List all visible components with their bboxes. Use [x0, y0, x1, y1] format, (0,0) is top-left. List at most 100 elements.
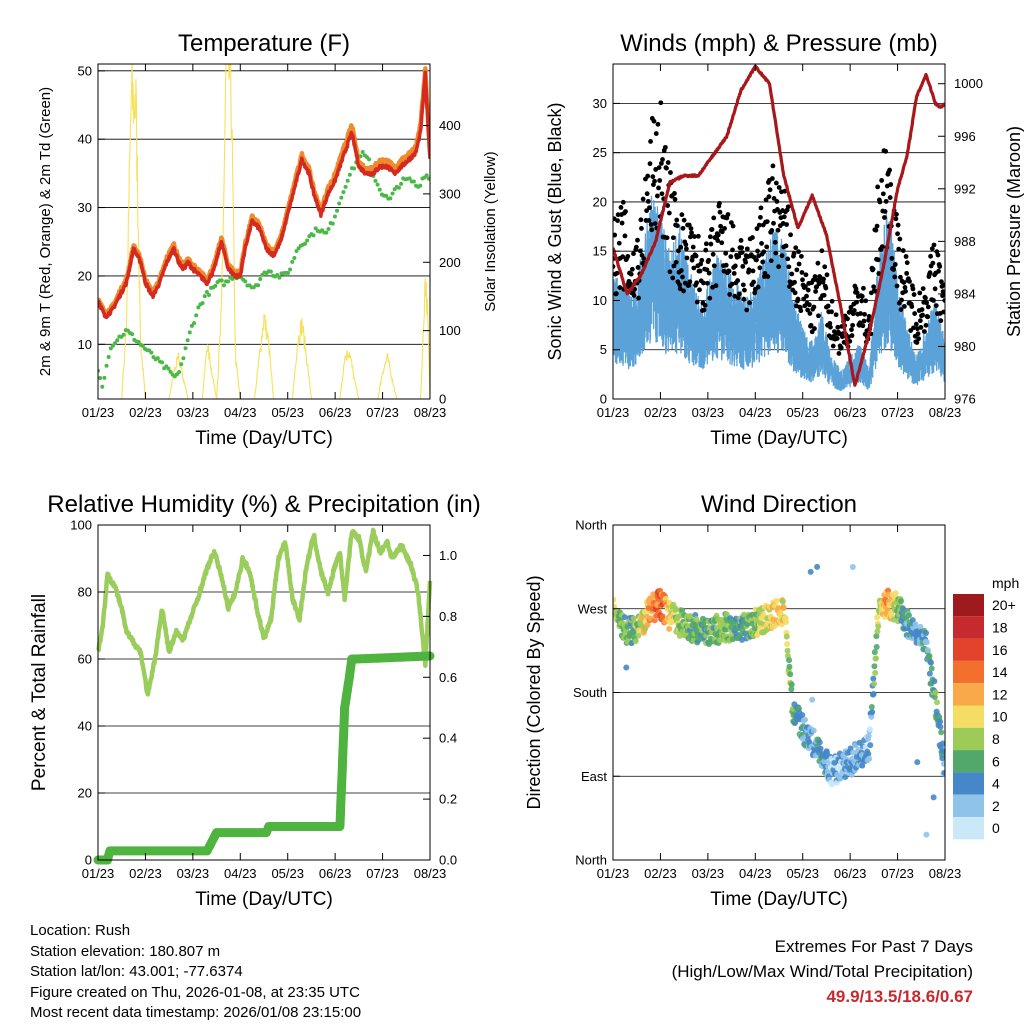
gust-point [703, 247, 709, 253]
dewpoint-point [343, 184, 348, 189]
y2-tick-label: 996 [954, 129, 976, 144]
gust-point [834, 336, 840, 341]
direction-point [859, 762, 866, 769]
gust-point [822, 264, 828, 270]
x-tick-label: 01/23 [82, 866, 115, 881]
direction-point [630, 615, 637, 622]
gust-point [829, 298, 835, 304]
dewpoint-point [113, 341, 118, 346]
y-tick-label: 5 [600, 342, 607, 357]
direction-point [870, 675, 877, 682]
gust-point [798, 308, 804, 314]
dewpoint-point [98, 375, 103, 380]
y-tick-label: 50 [78, 63, 92, 78]
direction-point [779, 598, 786, 605]
direction-point [934, 699, 941, 706]
gust-point [895, 222, 901, 228]
dewpoint-point [341, 190, 346, 195]
y2-tick-label: 980 [954, 339, 976, 354]
solar-line [98, 64, 430, 399]
gust-point [670, 275, 676, 281]
gust-point [614, 291, 619, 296]
gust-point [764, 244, 770, 250]
x-tick-label: 01/23 [597, 866, 630, 881]
gust-point [655, 121, 661, 127]
gust-point [835, 324, 841, 330]
gust-point [672, 196, 678, 202]
gust-point [895, 231, 900, 237]
direction-point [623, 664, 630, 671]
gust-point [656, 185, 661, 191]
direction-point [866, 755, 873, 762]
y-tick-label: 10 [78, 337, 92, 352]
gust-point [651, 118, 657, 124]
gust-point [684, 255, 690, 261]
gust-point [900, 248, 906, 253]
gust-point [893, 216, 899, 222]
gust-point [709, 227, 715, 232]
direction-point [914, 759, 921, 766]
gust-point [770, 163, 776, 169]
gust-point [769, 176, 775, 181]
y2-tick-label: 976 [954, 392, 976, 407]
dewpoint-point [194, 313, 199, 318]
gust-point [882, 215, 887, 220]
extremes-title: Extremes For Past 7 Days [774, 937, 973, 956]
chart-title: Winds (mph) & Pressure (mb) [620, 30, 937, 57]
gust-point [805, 307, 811, 313]
gust-point [796, 249, 801, 255]
gust-point [786, 264, 792, 270]
direction-point [850, 749, 857, 756]
gust-point [911, 325, 916, 331]
gust-point [902, 304, 907, 309]
gust-point [898, 274, 903, 280]
y-tick-label: 80 [78, 585, 92, 600]
dewpoint-point [200, 301, 205, 306]
gust-point [883, 148, 889, 154]
gust-point [648, 139, 653, 144]
gust-point [703, 241, 709, 247]
gust-point [635, 265, 641, 270]
gust-point [664, 165, 669, 171]
gust-point [688, 234, 693, 240]
gust-point [754, 226, 760, 232]
gust-point [691, 234, 697, 239]
gust-point [699, 257, 705, 263]
direction-point [632, 638, 639, 645]
gust-point [785, 204, 791, 210]
figure-created: Figure created on Thu, 2026-01-08, at 23… [30, 983, 360, 1001]
dewpoint-point [187, 330, 192, 335]
gust-point [686, 283, 692, 288]
gust-point [915, 331, 921, 337]
y-tick-label: 25 [593, 145, 607, 160]
gust-point [761, 249, 767, 255]
gust-point [805, 287, 811, 293]
gust-point [772, 239, 778, 245]
gust-point [741, 296, 747, 302]
gust-point [717, 200, 722, 206]
y2-axis-label: Solar Insolation (Yellow) [482, 151, 499, 311]
direction-point [872, 669, 879, 676]
gust-point [644, 191, 650, 197]
y-tick-label: North [575, 518, 607, 533]
gust-point [767, 187, 773, 193]
legend-swatch [953, 794, 984, 817]
gust-point [771, 220, 776, 226]
gust-point [727, 292, 733, 297]
gust-point [757, 265, 763, 271]
direction-point [930, 794, 937, 801]
station-info: Location: Rush Station elevation: 180.80… [30, 921, 361, 1024]
direction-point [928, 665, 935, 672]
gust-point [665, 160, 671, 165]
gust-point [904, 270, 910, 276]
gust-point [618, 204, 624, 210]
direction-point [828, 781, 835, 788]
direction-point [917, 623, 924, 630]
gust-point [701, 280, 706, 286]
gust-point [688, 226, 694, 231]
gust-point [678, 268, 684, 273]
legend-swatch [953, 594, 984, 617]
direction-point [814, 563, 821, 570]
gust-point [649, 227, 655, 233]
gust-point [775, 227, 781, 233]
